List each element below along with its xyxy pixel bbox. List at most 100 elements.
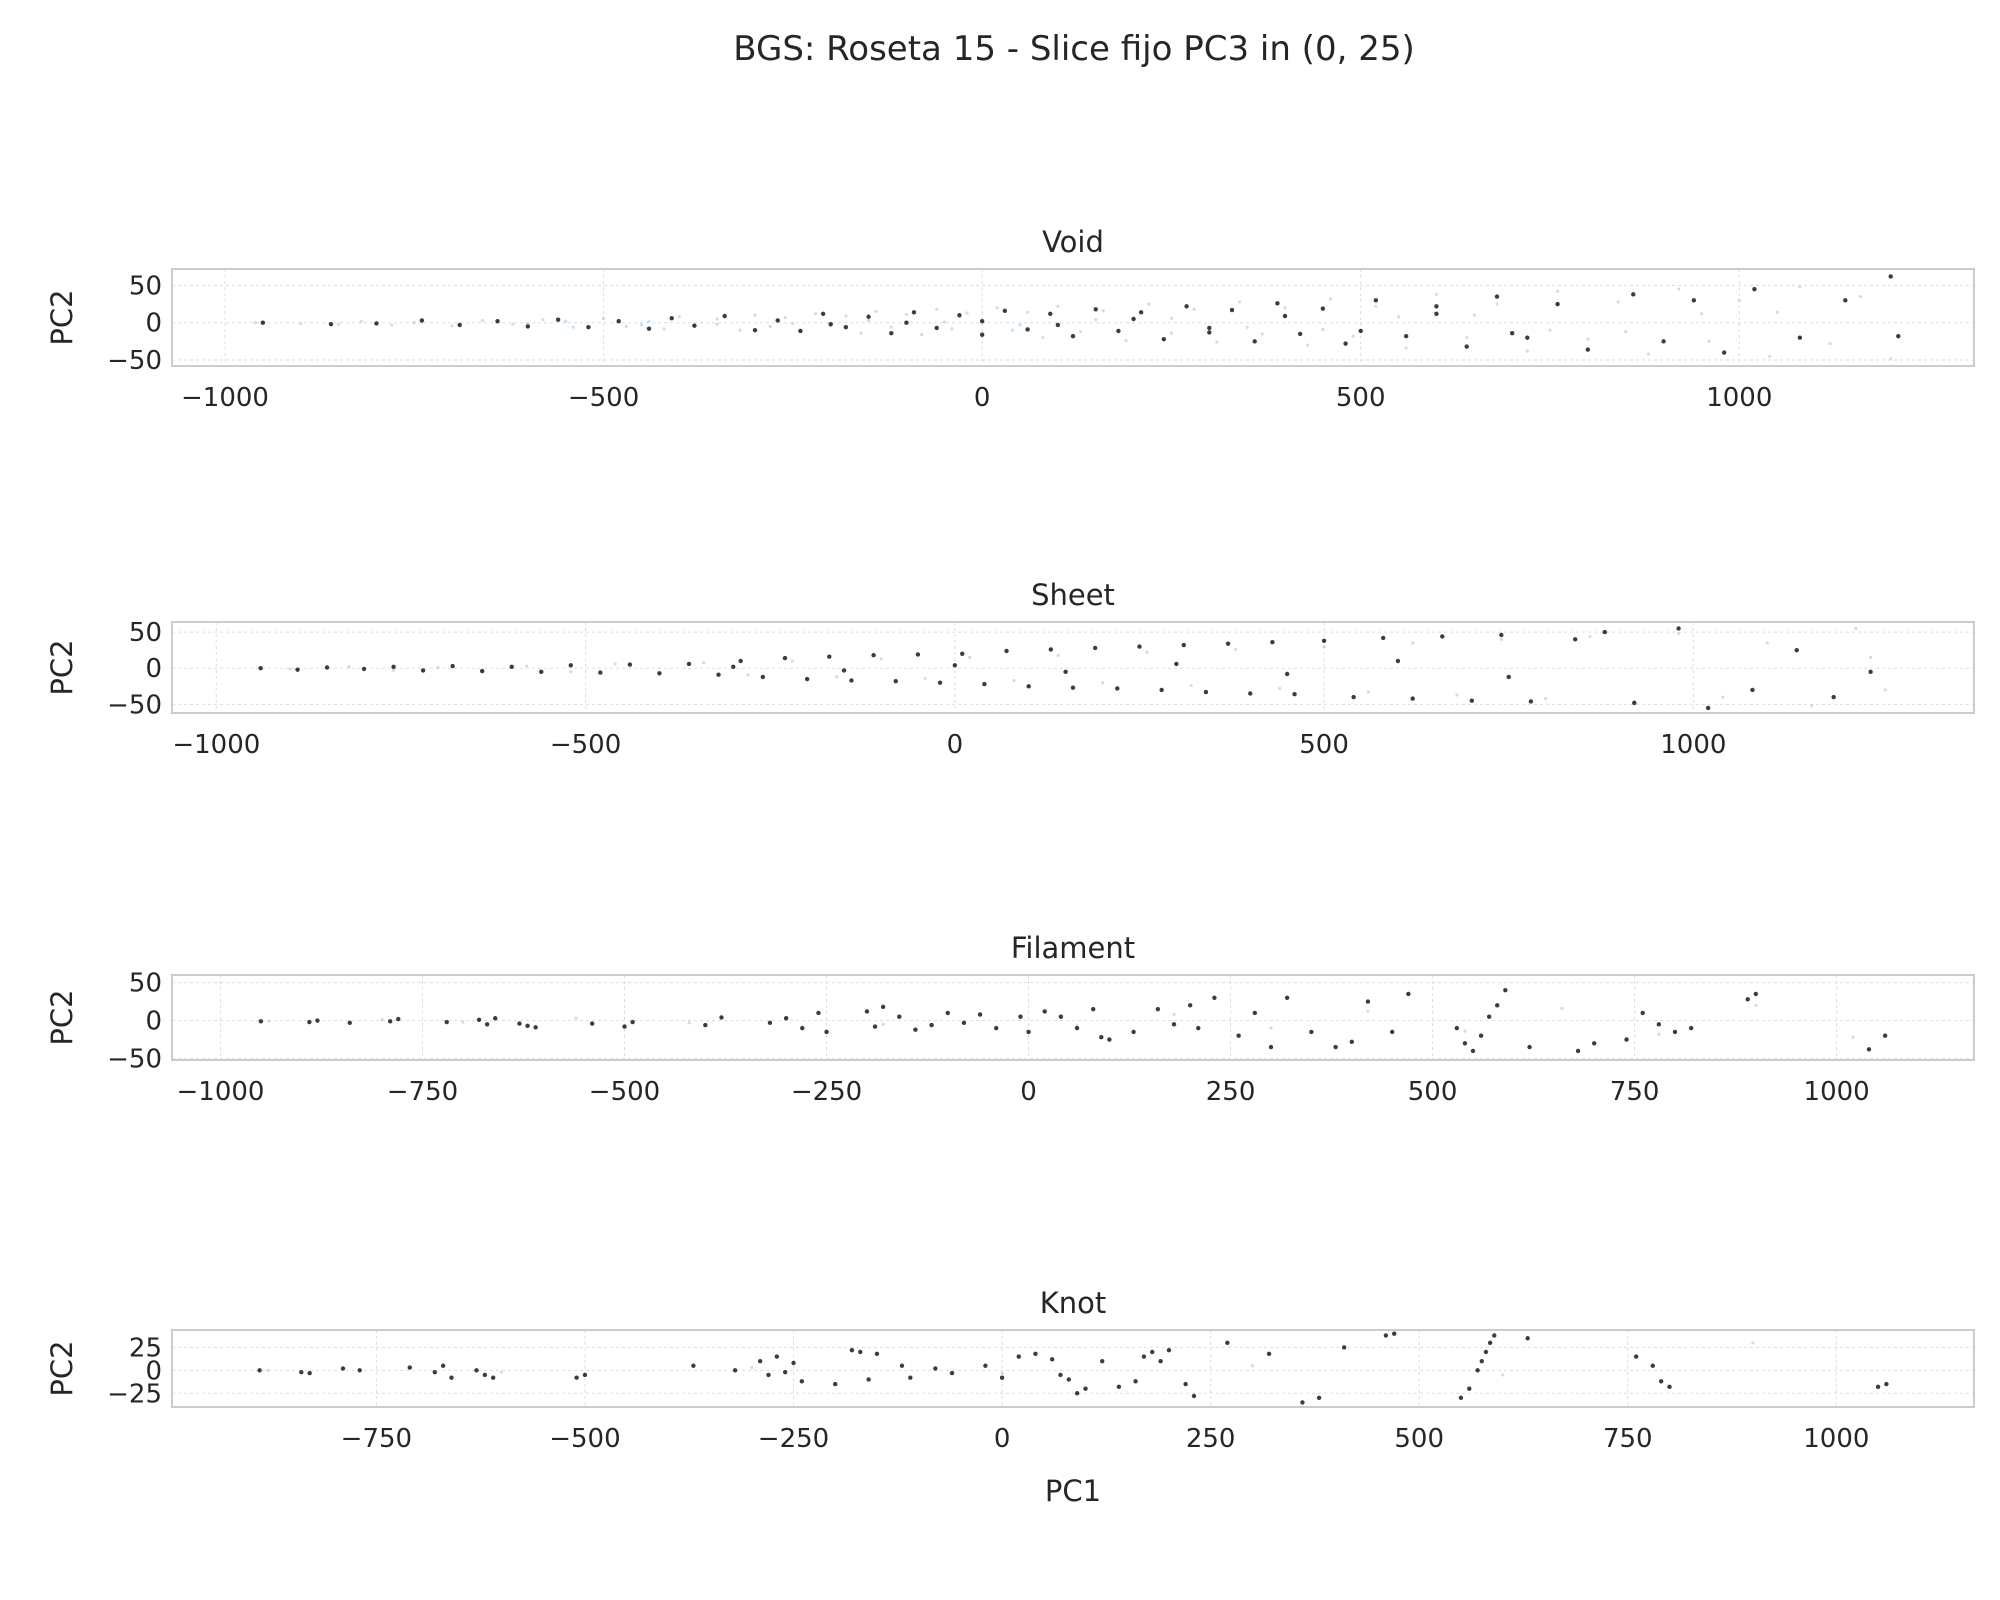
highlighted-point [1884, 1381, 1889, 1387]
x-tick-label: 1000 [1804, 1077, 1870, 1107]
background-point [1707, 339, 1711, 343]
x-tick-label: −250 [758, 1424, 829, 1454]
highlighted-point [1380, 635, 1386, 641]
background-point [904, 312, 909, 317]
background-point [783, 315, 787, 320]
highlighted-point [490, 1375, 496, 1380]
highlighted-point [357, 1368, 362, 1373]
plot-frame [171, 268, 1975, 367]
highlighted-point [913, 1027, 918, 1032]
highlighted-point [1070, 333, 1076, 339]
highlighted-point [1284, 995, 1290, 1000]
panel-title: Void [1042, 225, 1104, 259]
highlighted-point [1099, 1358, 1105, 1364]
highlighted-point [1203, 689, 1209, 695]
highlighted-point [1875, 1384, 1881, 1390]
highlighted-point [1191, 1393, 1197, 1399]
highlighted-point [1161, 336, 1167, 342]
highlighted-point [1410, 696, 1415, 701]
x-tick-label: 0 [994, 1424, 1011, 1454]
background-point [995, 306, 999, 310]
highlighted-point [586, 325, 591, 330]
y-axis-label: PC2 [45, 639, 79, 695]
highlighted-point [899, 1363, 905, 1368]
background-point [1499, 637, 1503, 641]
highlighted-point [1207, 325, 1212, 331]
highlighted-point [474, 1368, 479, 1373]
background-point [965, 311, 969, 315]
background-point [1775, 310, 1779, 314]
highlighted-point [539, 669, 544, 675]
background-point [968, 655, 972, 659]
highlighted-point [1462, 1041, 1468, 1046]
highlighted-point [1196, 1025, 1201, 1031]
highlighted-point [1138, 310, 1144, 315]
highlighted-point [1658, 1379, 1664, 1384]
highlighted-point [1752, 286, 1757, 292]
highlighted-point [1365, 999, 1371, 1004]
series-highlighted-points [260, 274, 1901, 355]
highlighted-point [1266, 1351, 1272, 1357]
highlighted-point [1187, 1003, 1193, 1008]
highlighted-point [419, 318, 425, 323]
highlighted-point [1575, 1048, 1581, 1054]
highlighted-point [692, 323, 697, 328]
background-point [267, 1019, 271, 1023]
highlighted-point [1158, 1358, 1163, 1364]
background-point [919, 333, 924, 337]
highlighted-point [1341, 1345, 1347, 1350]
highlighted-point [816, 1010, 821, 1016]
highlighted-point [828, 322, 833, 327]
highlighted-point [872, 1024, 878, 1029]
highlighted-point [328, 322, 334, 327]
background-point [1041, 336, 1045, 340]
background-point [1463, 1029, 1467, 1033]
highlighted-point [866, 314, 871, 319]
background-point [1434, 292, 1439, 296]
highlighted-point [517, 1021, 522, 1026]
y-tick-label: −50 [107, 1044, 162, 1074]
highlighted-point [716, 672, 721, 677]
highlighted-point [1002, 308, 1008, 313]
highlighted-point [1745, 997, 1750, 1002]
background-point [1737, 298, 1741, 302]
highlighted-point [843, 325, 849, 330]
highlighted-point [929, 1022, 934, 1028]
highlighted-point [1525, 335, 1530, 340]
background-point [1465, 336, 1469, 340]
highlighted-point [1358, 328, 1363, 334]
highlighted-point [432, 1369, 437, 1375]
background-point [389, 323, 394, 327]
series-all-points [266, 1341, 1755, 1377]
highlighted-point [775, 318, 780, 323]
background-point [1169, 316, 1174, 320]
background-point [1544, 696, 1548, 701]
highlighted-point [866, 1377, 871, 1382]
highlighted-point [774, 1354, 780, 1359]
x-tick-label: 1000 [1706, 383, 1772, 413]
panel-knot: Knot−750 −500 −250 0 250 500 750 1000−25025PC2P… [45, 1286, 1975, 1508]
background-point [1094, 318, 1098, 322]
highlighted-point [1275, 301, 1280, 306]
background-point [738, 328, 742, 332]
background-point [1858, 295, 1863, 299]
background-point [1501, 1373, 1505, 1377]
highlighted-point [1137, 644, 1142, 649]
highlighted-point [766, 1372, 771, 1378]
highlighted-point [1464, 344, 1469, 349]
background-point [1245, 325, 1249, 329]
highlighted-point [1794, 647, 1799, 653]
highlighted-point [574, 1375, 579, 1380]
highlighted-point [849, 678, 854, 683]
highlighted-point [616, 319, 621, 324]
background-point [1189, 683, 1193, 688]
panels: Void−1000 −500 0 500 1000−50050PC2Sheet−1000… [45, 225, 1975, 1508]
highlighted-point [722, 313, 727, 319]
highlighted-point [827, 654, 832, 659]
highlighted-point [582, 1372, 588, 1378]
background-point [1765, 641, 1769, 645]
x-tick-label: 0 [1020, 1077, 1037, 1107]
highlighted-point [307, 1370, 312, 1376]
highlighted-point [1316, 1395, 1322, 1401]
